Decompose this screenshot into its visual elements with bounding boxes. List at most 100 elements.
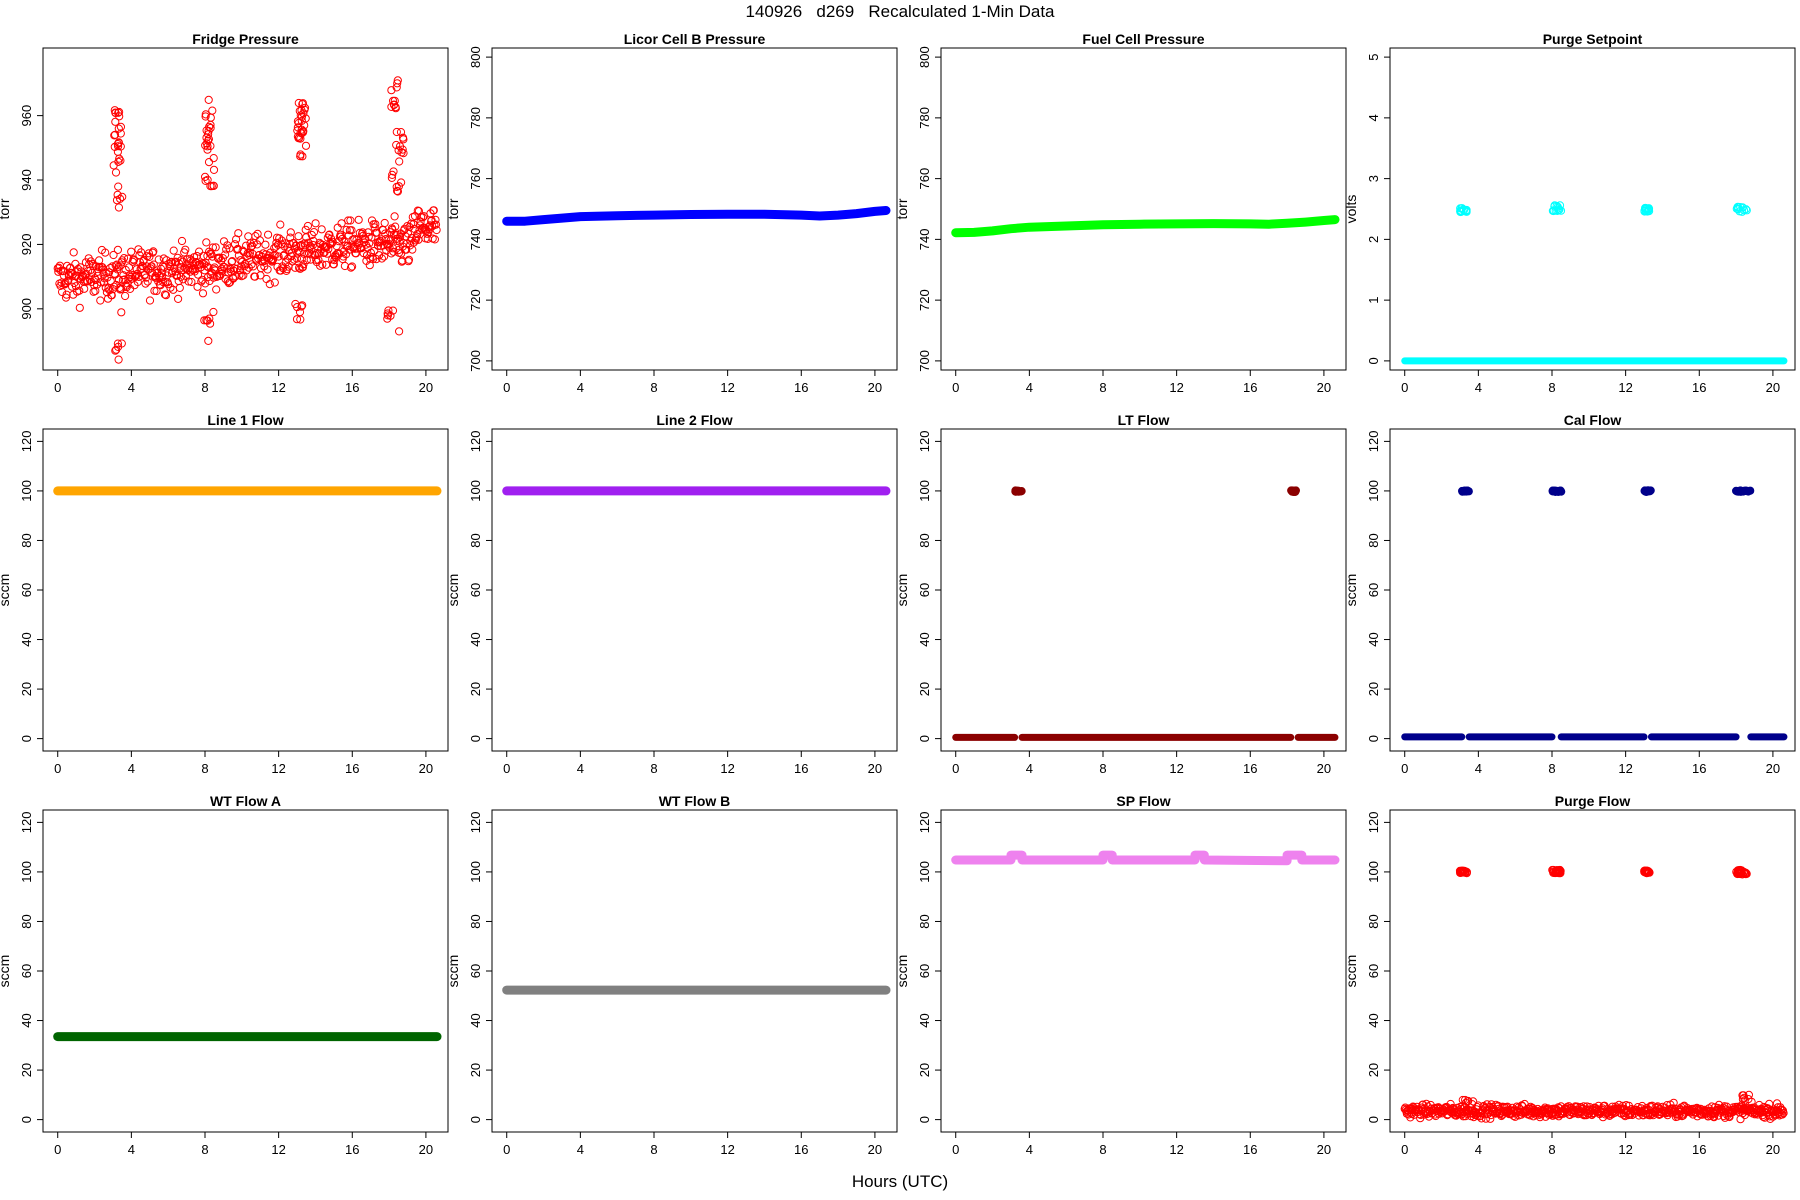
panel-fridge-pressure-point — [316, 261, 325, 270]
panel-fridge-pressure-point — [367, 233, 376, 242]
panel-fridge-pressure-point — [80, 284, 89, 293]
panel-purge-flow-ytick-label: 80 — [1366, 914, 1381, 928]
panel-fridge-pressure-point — [172, 271, 182, 280]
panel-line-2-flow-xtick-label: 8 — [650, 761, 657, 776]
panel-fridge-pressure-point — [235, 270, 244, 280]
panel-line-2-flow-xtick-label: 4 — [577, 761, 584, 776]
panel-lt-flow-ytick-label: 120 — [917, 431, 932, 453]
panel-lt-flow-xtick-label: 0 — [952, 761, 959, 776]
panel-fridge-pressure-ytick-label: 960 — [19, 105, 34, 127]
panel-fridge-pressure-point — [145, 296, 155, 305]
panel-fridge-pressure-point — [209, 154, 218, 163]
panel-fridge-pressure-point — [107, 291, 116, 300]
panel-fridge-pressure-point — [301, 141, 311, 150]
panel-fridge-pressure-point — [314, 249, 324, 258]
panel-fridge-pressure-point — [296, 128, 305, 137]
panel-cal-flow-xtick-label: 12 — [1618, 761, 1632, 776]
panel-purge-flow-ytick-label: 60 — [1366, 964, 1381, 978]
panel-purge-flow-ylabel: sccm — [1343, 955, 1359, 988]
panel-wt-flow-b-xtick-label: 20 — [868, 1142, 882, 1157]
panel-purge-setpoint-point — [1553, 202, 1562, 211]
panel-wt-flow-b-xtick-label: 0 — [503, 1142, 510, 1157]
panel-wt-flow-a-ytick-label: 120 — [19, 812, 34, 834]
panel-fridge-pressure-point — [329, 260, 338, 269]
panel-fridge-pressure-point — [347, 226, 356, 235]
panel-line-2-flow-ytick-label: 80 — [468, 533, 483, 547]
panel-cal-flow-xtick-label: 20 — [1766, 761, 1780, 776]
panel-fridge-pressure-point — [418, 213, 427, 222]
panel-lt-flow-ytick-label: 100 — [917, 480, 932, 502]
panel-fridge-pressure-ytick-label: 940 — [19, 169, 34, 191]
panel-purge-flow-point — [1779, 1109, 1788, 1118]
panel-cal-flow-point — [1736, 487, 1745, 496]
panel-lt-flow-frame — [940, 428, 1347, 752]
panel-purge-flow-point — [1736, 869, 1745, 879]
panel-fridge-pressure-point — [387, 249, 396, 258]
panel-fridge-pressure-point — [298, 263, 307, 272]
panel-fuel-cell-pressure-ytick-label: 700 — [917, 350, 932, 372]
panel-fridge-pressure-point — [276, 266, 285, 275]
panel-line-1-flow-xtick-label: 8 — [201, 761, 208, 776]
panel-line-1-flow-xtick-label: 20 — [419, 761, 433, 776]
panel-fridge-pressure-point — [255, 236, 264, 245]
panel-purge-flow-point — [1550, 868, 1560, 878]
panel-fridge-pressure-point — [294, 118, 303, 128]
panel-fridge-pressure-point — [62, 290, 71, 299]
panel-licor-cell-b-pressure: Licor Cell B Pressure torr 0 4 8 12 16 20 700 720… — [445, 31, 898, 395]
panel-licor-cell-b-pressure-ytick-label: 700 — [468, 350, 483, 372]
panel-purge-flow-point — [1464, 1096, 1473, 1106]
panel-fuel-cell-pressure-ytick-label: 760 — [917, 168, 932, 190]
panel-licor-cell-b-pressure-xtick-label: 8 — [650, 380, 657, 395]
panel-fridge-pressure-point — [104, 284, 113, 293]
panel-line-2-flow-xtick-label: 20 — [868, 761, 882, 776]
panel-cal-flow-xtick-label: 16 — [1692, 761, 1706, 776]
panel-purge-setpoint-ytick-label: 5 — [1366, 53, 1381, 60]
panel-fridge-pressure: Fridge Pressure torr 0 4 8 12 16 20 900 920 940 960 — [0, 31, 449, 395]
panel-purge-flow-point — [1555, 867, 1564, 876]
panel-purge-flow-point — [1738, 1091, 1747, 1100]
panel-licor-cell-b-pressure-xtick-label: 12 — [720, 380, 734, 395]
panel-fuel-cell-pressure-xtick-label: 12 — [1169, 380, 1183, 395]
panel-wt-flow-b-ytick-label: 40 — [468, 1013, 483, 1027]
panel-fuel-cell-pressure-ytick-label: 780 — [917, 107, 932, 129]
panel-fuel-cell-pressure-ylabel: torr — [894, 198, 910, 219]
panel-fridge-pressure-point — [297, 254, 306, 263]
panel-fridge-pressure-point — [192, 251, 201, 261]
panel-fridge-pressure-point — [317, 225, 326, 234]
panel-fridge-pressure-ytick-label: 920 — [19, 234, 34, 256]
panel-fridge-pressure-point — [404, 255, 414, 264]
panel-fridge-pressure-point — [127, 247, 136, 256]
panel-fridge-pressure-point — [160, 290, 169, 299]
panel-fridge-pressure-point — [429, 206, 438, 215]
panel-fridge-pressure-xtick-label: 16 — [345, 380, 359, 395]
panel-purge-flow-point — [1555, 868, 1564, 877]
panel-fridge-pressure-point — [202, 238, 211, 247]
panel-fridge-pressure-point — [371, 220, 380, 229]
panel-fuel-cell-pressure: Fuel Cell Pressure torr 0 4 8 12 16 20 700 720 740… — [894, 31, 1347, 395]
panel-fridge-pressure-point — [201, 176, 210, 185]
panel-cal-flow-point — [1645, 487, 1654, 496]
panel-fridge-pressure-point — [134, 245, 143, 254]
panel-fridge-pressure-point — [272, 238, 281, 247]
panel-fridge-pressure-point — [197, 277, 206, 286]
panel-fuel-cell-pressure-xtick-label: 4 — [1026, 380, 1033, 395]
panel-fridge-pressure-point — [242, 241, 251, 250]
panel-fridge-pressure-point — [115, 107, 124, 117]
panel-fridge-pressure-point — [109, 161, 118, 170]
panel-fridge-pressure-point — [114, 275, 124, 284]
panel-fridge-pressure-point — [298, 99, 307, 108]
panel-sp-flow-xtick-label: 8 — [1099, 1142, 1106, 1157]
panel-fridge-pressure-point — [234, 229, 243, 238]
panel-purge-setpoint-point — [1461, 207, 1470, 216]
panel-fridge-pressure-point — [114, 157, 123, 166]
panel-purge-flow-point — [1640, 866, 1649, 876]
panel-fridge-pressure-point — [292, 315, 302, 324]
panel-fridge-pressure-xtick-label: 20 — [419, 380, 433, 395]
panel-fridge-pressure-point — [75, 303, 84, 312]
panel-line-2-flow-frame — [491, 428, 898, 752]
panel-fridge-pressure-point — [303, 221, 312, 231]
panel-fridge-pressure-point — [83, 277, 92, 286]
panel-licor-cell-b-pressure-frame — [491, 47, 898, 371]
panel-purge-flow-point — [1736, 1115, 1745, 1124]
